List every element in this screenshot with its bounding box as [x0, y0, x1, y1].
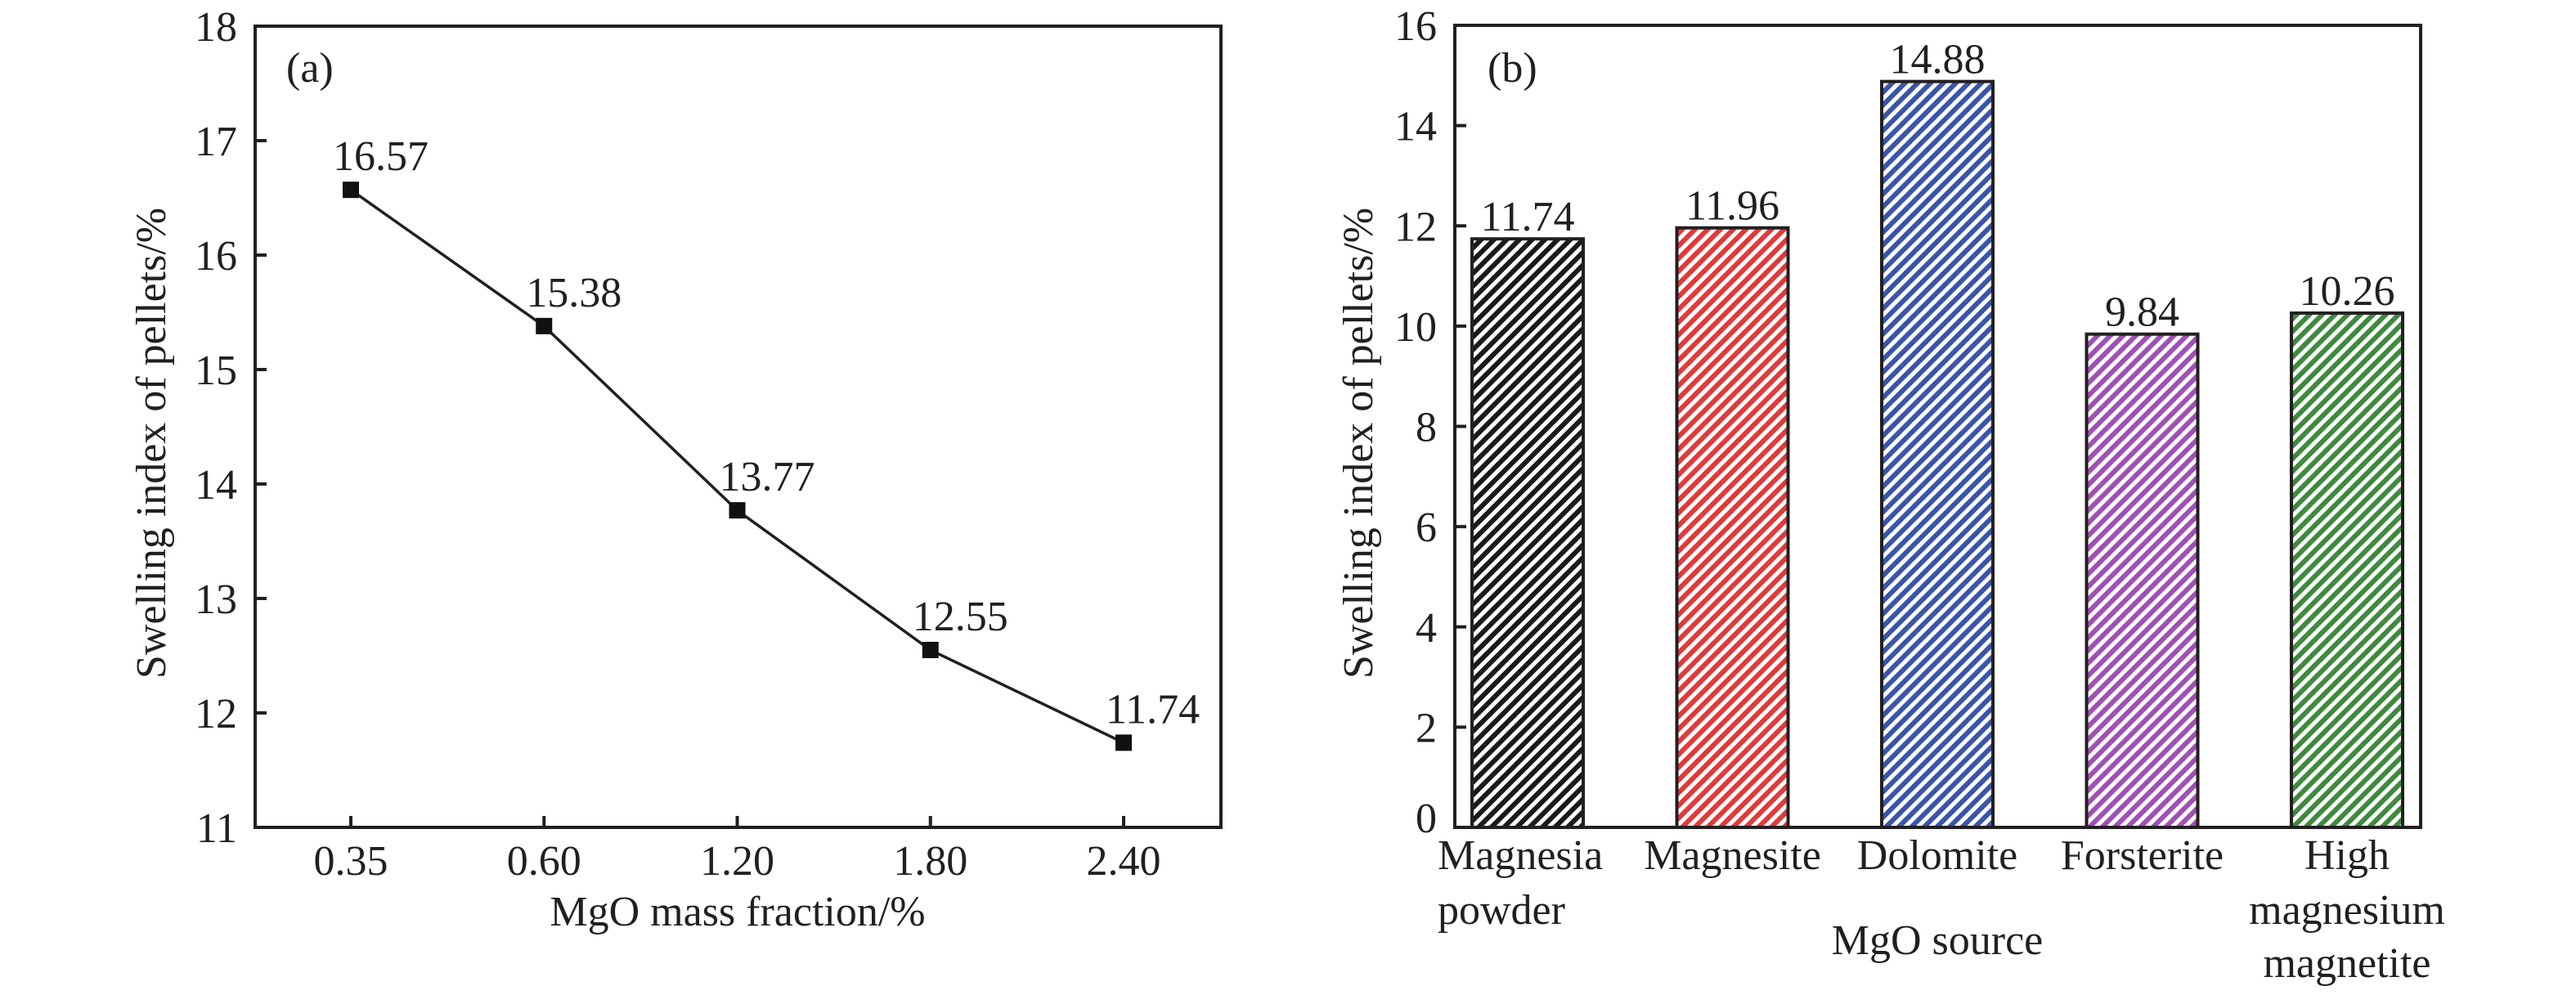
y-tick-label: 14: [1394, 104, 1437, 150]
y-tick-label: 13: [195, 576, 237, 623]
x-tick-label: 1.80: [893, 838, 967, 885]
x-tick-label: 0.60: [507, 838, 581, 885]
panel-label-b: (b): [1488, 45, 1537, 92]
x-axis-title-a: MgO mass fraction/%: [550, 889, 925, 935]
y-tick-label: 8: [1416, 405, 1437, 451]
y-axis-b: 0 2 4 6 8 10 12 14 16: [1394, 3, 1466, 842]
category-label: Magnesia: [1438, 832, 1603, 879]
bar-value-label: 11.96: [1685, 183, 1779, 230]
x-axis-b: Magnesia powder Magnesite Dolomite Forsterit…: [1438, 832, 2445, 987]
y-axis-a: 11 12 13 14 15 16 17 18: [195, 4, 267, 852]
bar: [2291, 312, 2403, 828]
x-tick-label: 1.20: [700, 838, 774, 885]
category-label: magnetite: [2263, 940, 2430, 987]
series-markers: [343, 182, 1132, 751]
data-point-marker: [729, 502, 746, 519]
y-axis-title-b: Swelling index of pellets/%: [1335, 208, 1382, 679]
y-tick-label: 6: [1416, 504, 1437, 551]
data-point-marker: [922, 642, 939, 658]
data-label: 12.55: [913, 594, 1008, 640]
y-tick-label: 4: [1416, 605, 1437, 652]
data-label: 16.57: [333, 133, 429, 180]
y-tick-label: 15: [195, 347, 237, 394]
data-labels-a: 16.57 15.38 13.77 12.55 11.74: [333, 133, 1200, 733]
bars: [1470, 79, 2404, 830]
y-tick-label: 0: [1416, 796, 1437, 842]
category-label: High: [2304, 832, 2390, 879]
category-label: magnesium: [2249, 887, 2445, 934]
data-label: 13.77: [720, 454, 815, 500]
y-tick-label: 16: [1394, 3, 1437, 50]
data-label: 11.74: [1106, 686, 1200, 733]
line-chart-panel-a: 11 12 13 14 15 16 17 18 0.35 0.60 1.20 1.80 2.40 16…: [128, 4, 1223, 935]
category-label: Dolomite: [1857, 832, 2017, 879]
x-tick-label: 0.35: [314, 838, 388, 885]
category-label: Forsterite: [2061, 832, 2224, 879]
category-label: powder: [1438, 887, 1565, 934]
x-axis-a: 0.35 0.60 1.20 1.80 2.40: [314, 816, 1161, 885]
bar: [1676, 227, 1788, 827]
bar: [2086, 334, 2198, 827]
bar-value-label: 14.88: [1890, 37, 1986, 83]
y-tick-label: 2: [1416, 705, 1437, 751]
bar-value-label: 10.26: [2300, 268, 2395, 315]
y-tick-label: 12: [195, 691, 237, 737]
y-tick-label: 17: [195, 119, 237, 165]
data-point-marker: [1115, 734, 1132, 751]
y-tick-label: 11: [196, 805, 237, 852]
y-tick-label: 10: [1394, 304, 1437, 351]
data-point-marker: [343, 182, 359, 199]
bar-chart-panel-b: 0 2 4 6 8 10 12 14 16 11.74 11.96 14.88 9.84 10.26 M…: [1335, 3, 2445, 987]
y-tick-label: 18: [195, 4, 237, 51]
y-tick-label: 16: [195, 233, 237, 280]
category-label: Magnesite: [1644, 832, 1821, 879]
bar-value-label: 11.74: [1480, 194, 1574, 240]
bar: [1882, 81, 1993, 828]
x-tick-label: 2.40: [1087, 838, 1161, 885]
y-axis-title-a: Swelling index of pellets/%: [128, 208, 175, 679]
bar-value-label: 9.84: [2105, 289, 2179, 336]
data-labels-b: 11.74 11.96 14.88 9.84 10.26: [1480, 37, 2394, 336]
bar: [1472, 239, 1583, 827]
y-tick-label: 14: [195, 462, 237, 509]
panel-label-a: (a): [286, 45, 334, 92]
data-label: 15.38: [526, 270, 622, 316]
y-tick-label: 12: [1394, 204, 1437, 250]
data-point-marker: [536, 317, 553, 334]
x-axis-title-b: MgO source: [1832, 917, 2044, 964]
